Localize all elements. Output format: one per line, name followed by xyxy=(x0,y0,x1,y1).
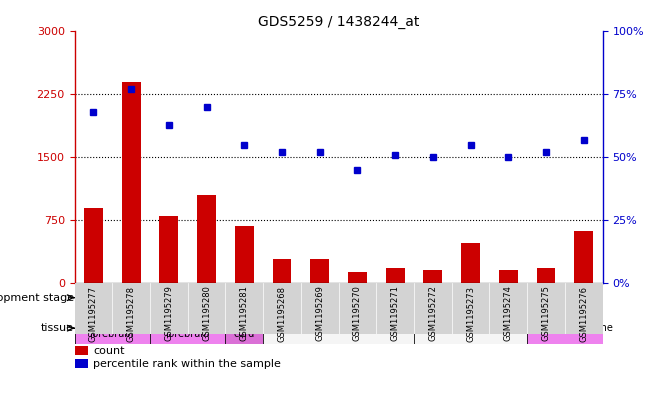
Text: GSM1195280: GSM1195280 xyxy=(202,285,211,342)
Bar xyxy=(84,208,103,283)
Text: GSM1195271: GSM1195271 xyxy=(391,285,400,342)
Title: GDS5259 / 1438244_at: GDS5259 / 1438244_at xyxy=(258,15,419,29)
Bar xyxy=(310,259,329,283)
Text: percentile rank within the sample: percentile rank within the sample xyxy=(93,359,281,369)
Bar xyxy=(273,259,292,283)
Text: GSM1195281: GSM1195281 xyxy=(240,285,249,342)
Bar xyxy=(75,283,263,312)
Text: neocortex: neocortex xyxy=(314,323,363,333)
Text: GSM1195274: GSM1195274 xyxy=(504,285,513,342)
Bar xyxy=(197,195,216,283)
Text: adult: adult xyxy=(419,293,447,303)
Bar xyxy=(386,268,404,283)
Text: GSM1195279: GSM1195279 xyxy=(165,285,173,342)
Text: subventricular zone: subventricular zone xyxy=(516,323,614,333)
Text: GSM1195277: GSM1195277 xyxy=(89,285,98,342)
Bar xyxy=(414,312,527,344)
Bar xyxy=(226,312,263,344)
Text: GSM1195269: GSM1195269 xyxy=(315,285,324,342)
Text: GSM1195275: GSM1195275 xyxy=(542,285,551,342)
Text: GSM1195272: GSM1195272 xyxy=(428,285,437,342)
Bar xyxy=(75,359,87,368)
Text: GSM1195268: GSM1195268 xyxy=(277,285,286,342)
Text: dorsal
forebrain: dorsal forebrain xyxy=(90,318,134,339)
Text: GSM1195278: GSM1195278 xyxy=(126,285,135,342)
Bar xyxy=(235,226,254,283)
Bar xyxy=(527,312,603,344)
Bar xyxy=(159,216,178,283)
Text: development stage: development stage xyxy=(0,293,74,303)
Text: GSM1195270: GSM1195270 xyxy=(353,285,362,342)
Text: GSM1195273: GSM1195273 xyxy=(466,285,475,342)
Text: GSM1195276: GSM1195276 xyxy=(579,285,588,342)
Text: spinal
cord: spinal cord xyxy=(229,318,259,339)
Text: count: count xyxy=(93,346,124,356)
Bar xyxy=(574,231,593,283)
Bar xyxy=(348,272,367,283)
Bar xyxy=(75,347,87,355)
Bar xyxy=(263,283,603,312)
Bar xyxy=(499,270,518,283)
Bar xyxy=(423,270,443,283)
Bar xyxy=(75,312,150,344)
Text: ventral
forebrain: ventral forebrain xyxy=(165,318,210,339)
Text: embryonic day E14.5: embryonic day E14.5 xyxy=(110,293,228,303)
Text: striatum: striatum xyxy=(450,323,491,333)
Bar xyxy=(150,312,226,344)
Bar xyxy=(122,82,141,283)
Text: tissue: tissue xyxy=(41,323,74,333)
Bar xyxy=(461,243,480,283)
Bar xyxy=(537,268,555,283)
Bar xyxy=(263,312,414,344)
